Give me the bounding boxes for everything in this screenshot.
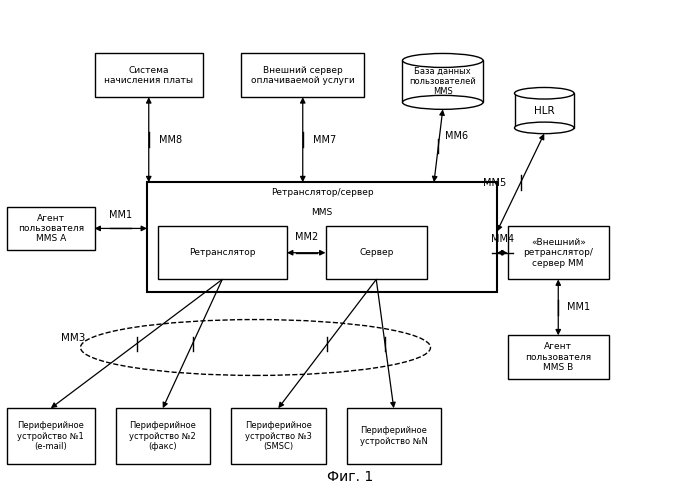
Text: MM8: MM8 bbox=[160, 135, 183, 145]
Bar bbox=[94, 53, 203, 97]
Bar bbox=[231, 408, 326, 464]
Text: Агент
пользователя
MMS A: Агент пользователя MMS A bbox=[18, 213, 84, 243]
Text: MM6: MM6 bbox=[445, 131, 468, 141]
Text: MM1: MM1 bbox=[109, 209, 132, 220]
Text: Агент
пользователя
MMS B: Агент пользователя MMS B bbox=[525, 342, 592, 372]
Bar bbox=[508, 335, 609, 379]
Text: Периферийное
устройство №1
(e-mail): Периферийное устройство №1 (e-mail) bbox=[18, 421, 84, 451]
Text: Фиг. 1: Фиг. 1 bbox=[327, 469, 373, 484]
Text: MM1: MM1 bbox=[567, 302, 590, 312]
Bar bbox=[326, 226, 427, 279]
Ellipse shape bbox=[402, 53, 483, 68]
Text: Периферийное
устройство №N: Периферийное устройство №N bbox=[360, 427, 428, 446]
Text: Периферийное
устройство №3
(SMSC): Периферийное устройство №3 (SMSC) bbox=[245, 421, 312, 451]
Text: MMS: MMS bbox=[312, 208, 332, 217]
Bar bbox=[346, 408, 441, 464]
Text: Система
начисления платы: Система начисления платы bbox=[104, 66, 193, 85]
Text: База данных
пользователей
MMS: База данных пользователей MMS bbox=[410, 67, 476, 96]
Text: MM2: MM2 bbox=[295, 232, 318, 242]
Text: «Внешний»
ретранслятор/
сервер ММ: «Внешний» ретранслятор/ сервер ММ bbox=[524, 238, 593, 268]
Bar bbox=[116, 408, 210, 464]
Text: MM3: MM3 bbox=[62, 333, 85, 343]
Text: Сервер: Сервер bbox=[359, 248, 393, 257]
Bar bbox=[7, 207, 94, 250]
Text: MM7: MM7 bbox=[314, 135, 337, 145]
Text: MM4: MM4 bbox=[491, 234, 514, 244]
Text: Периферийное
устройство №2
(факс): Периферийное устройство №2 (факс) bbox=[130, 421, 196, 451]
Bar bbox=[158, 226, 287, 279]
Bar bbox=[508, 226, 609, 279]
Ellipse shape bbox=[514, 87, 574, 99]
Ellipse shape bbox=[514, 122, 574, 134]
Bar bbox=[241, 53, 364, 97]
Ellipse shape bbox=[402, 95, 483, 109]
Bar bbox=[7, 408, 94, 464]
Bar bbox=[402, 60, 483, 103]
Bar bbox=[147, 182, 497, 292]
Text: HLR: HLR bbox=[534, 105, 554, 116]
Bar bbox=[514, 93, 574, 128]
Text: Внешний сервер
оплачиваемой услуги: Внешний сервер оплачиваемой услуги bbox=[251, 66, 355, 85]
Text: Ретранслятор: Ретранслятор bbox=[189, 248, 256, 257]
Text: Ретранслятор/сервер: Ретранслятор/сервер bbox=[271, 188, 373, 197]
Text: MM5: MM5 bbox=[484, 177, 507, 188]
